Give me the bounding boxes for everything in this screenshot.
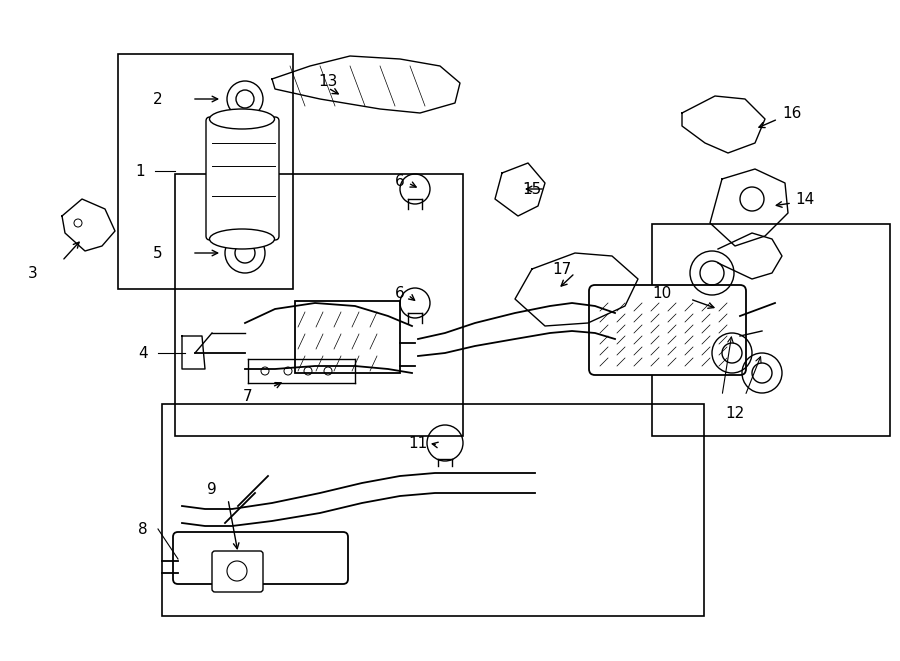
Text: 6: 6: [395, 173, 405, 188]
Bar: [162, 404, 704, 616]
Ellipse shape: [210, 229, 274, 249]
Text: 13: 13: [319, 73, 338, 89]
Text: 6: 6: [395, 286, 405, 301]
Bar: [295, 301, 400, 373]
Ellipse shape: [210, 109, 274, 129]
Bar: [118, 54, 293, 289]
Text: 9: 9: [207, 481, 217, 496]
Text: 3: 3: [28, 266, 38, 280]
FancyBboxPatch shape: [212, 551, 263, 592]
Text: 7: 7: [243, 389, 253, 404]
Text: 2: 2: [152, 91, 162, 106]
Text: 5: 5: [152, 245, 162, 260]
Text: 16: 16: [782, 106, 801, 120]
Bar: [652, 224, 890, 436]
Text: 10: 10: [652, 286, 672, 301]
Text: 15: 15: [523, 182, 542, 196]
Bar: [175, 174, 463, 436]
Text: 4: 4: [139, 346, 148, 360]
Text: 12: 12: [725, 406, 744, 421]
FancyBboxPatch shape: [173, 532, 348, 584]
Text: 14: 14: [795, 192, 815, 206]
Text: 17: 17: [553, 262, 572, 276]
Text: 8: 8: [139, 522, 148, 537]
Text: 1: 1: [135, 163, 145, 178]
FancyBboxPatch shape: [206, 117, 279, 240]
Text: 11: 11: [409, 436, 428, 451]
FancyBboxPatch shape: [589, 285, 746, 375]
